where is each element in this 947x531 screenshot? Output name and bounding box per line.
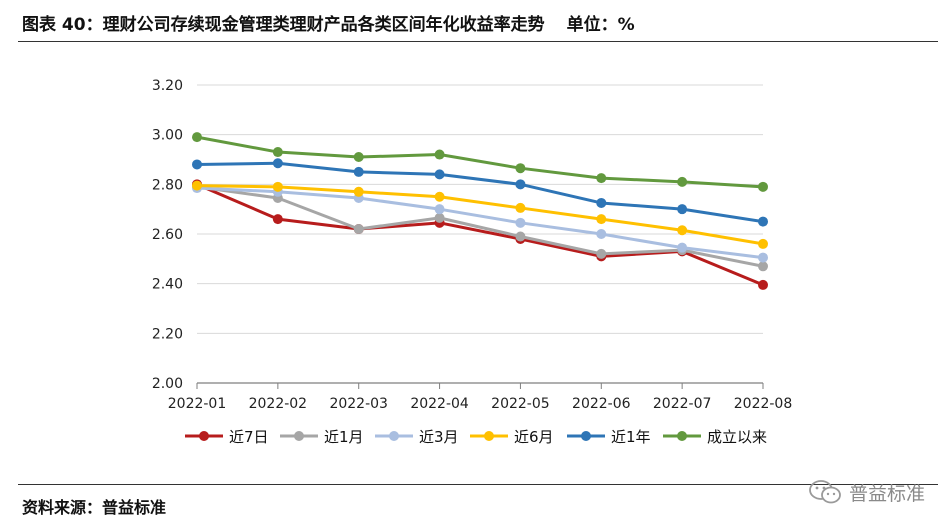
data-point	[515, 179, 526, 190]
legend-swatch-marker	[389, 431, 399, 441]
legend-swatch-marker	[199, 431, 209, 441]
series-line	[196, 135, 764, 189]
figure-unit: 单位：%	[566, 15, 635, 35]
data-point	[596, 173, 607, 184]
data-point	[596, 197, 607, 208]
data-point	[353, 152, 364, 163]
figure-title-text: 图表 40：理财公司存续现金管理类理财产品各类区间年化收益率走势	[22, 15, 545, 35]
data-point	[515, 163, 526, 174]
data-point	[192, 159, 202, 170]
x-tick-label: 2022-06	[572, 396, 631, 412]
data-point	[434, 212, 445, 223]
x-tick-label: 2022-04	[410, 396, 469, 412]
x-tick-label: 2022-08	[734, 396, 793, 412]
legend-swatch-marker	[484, 431, 494, 441]
bottom-rule	[18, 484, 938, 485]
data-point	[596, 214, 607, 225]
series-line	[196, 184, 764, 246]
x-tick-label: 2022-05	[491, 396, 550, 412]
x-tick-label: 2022-07	[653, 396, 712, 412]
legend-label: 近1月	[324, 428, 364, 446]
series-line	[196, 185, 764, 268]
data-point	[758, 181, 768, 192]
watermark-text: 普益标准	[848, 482, 925, 505]
x-tick-label: 2022-01	[168, 396, 227, 412]
data-point	[758, 261, 768, 272]
data-point	[677, 225, 688, 236]
legend-swatch-marker	[581, 431, 591, 441]
watermark: 普益标准	[807, 478, 925, 506]
line-chart: 2.00 2.20 2.40 2.60 2.80 3.00 3.20 2022-01 2022-…	[152, 78, 793, 446]
data-point	[434, 169, 445, 180]
data-point	[434, 149, 445, 160]
y-tick-label: 2.00	[152, 376, 183, 392]
data-point	[353, 186, 364, 197]
data-point	[677, 242, 688, 253]
legend-swatch-marker	[294, 431, 304, 441]
data-point	[677, 204, 688, 215]
legend-label: 近1年	[611, 428, 651, 446]
source-note: 资料来源：普益标准	[22, 498, 167, 517]
data-point	[434, 204, 445, 215]
data-point	[192, 180, 202, 191]
data-point	[758, 216, 768, 227]
data-point	[353, 224, 364, 235]
data-point	[192, 132, 202, 143]
y-tick-label: 2.40	[152, 277, 183, 293]
y-tick-label: 2.20	[152, 326, 183, 342]
y-tick-label: 3.00	[152, 128, 183, 144]
legend-swatch-marker	[677, 431, 687, 441]
data-point	[272, 147, 283, 158]
legend-label: 近6月	[514, 428, 554, 446]
data-point	[272, 181, 283, 192]
legend-label: 近7日	[229, 428, 269, 446]
top-rule	[18, 41, 938, 42]
x-tick-label: 2022-02	[249, 396, 308, 412]
y-tick-label: 2.60	[152, 227, 183, 243]
data-point	[515, 202, 526, 213]
wechat-icon	[809, 480, 841, 504]
data-point	[515, 231, 526, 242]
data-point	[758, 279, 768, 290]
data-point	[677, 176, 688, 187]
data-point	[353, 166, 364, 177]
series-line	[196, 186, 764, 260]
figure-title: 图表 40：理财公司存续现金管理类理财产品各类区间年化收益率走势 单位：%	[22, 10, 635, 35]
data-point	[515, 217, 526, 228]
data-point	[596, 248, 607, 259]
data-point	[758, 252, 768, 263]
legend-label: 近3月	[419, 428, 459, 446]
series-line	[196, 161, 764, 224]
x-tick-label: 2022-03	[329, 396, 388, 412]
data-point	[272, 214, 283, 225]
y-tick-label: 2.80	[152, 177, 183, 193]
y-tick-label: 3.20	[152, 78, 183, 94]
data-point	[596, 229, 607, 239]
legend-label: 成立以来	[707, 428, 767, 446]
data-point	[758, 238, 768, 249]
data-point	[272, 158, 283, 169]
data-point	[434, 191, 445, 202]
